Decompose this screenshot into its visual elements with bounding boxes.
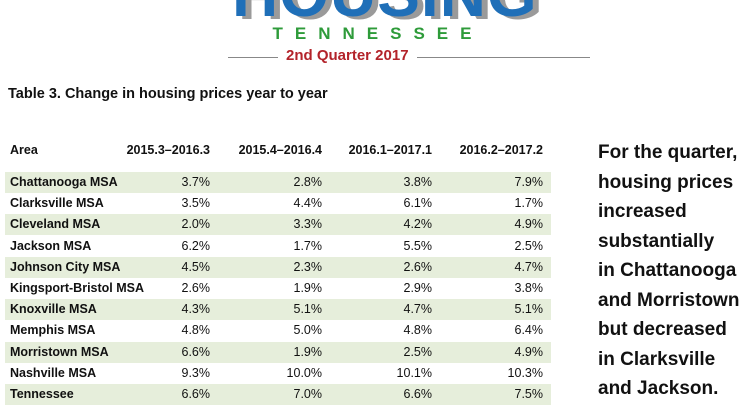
cell-value: 6.2% <box>181 238 211 253</box>
cell-value: 7.5% <box>514 387 544 401</box>
cell-value: 4.9% <box>514 217 544 232</box>
cell-value: 2.5% <box>403 344 433 359</box>
cell-value: 10.3% <box>507 365 543 380</box>
row-label: Morristown MSA <box>10 344 109 359</box>
table-title: Table 3. Change in housing prices year t… <box>8 86 328 102</box>
row-band <box>5 256 551 278</box>
row-label: Chattanooga MSA <box>10 175 118 189</box>
logo: HOUSING <box>232 0 538 26</box>
row-label: Knoxville MSA <box>10 302 97 317</box>
row-label: Kingsport-Bristol MSA <box>10 281 145 295</box>
row-band <box>5 341 551 363</box>
row-label: Nashville MSA <box>10 365 97 380</box>
cell-value: 2.6% <box>181 281 211 295</box>
sidebar-line: substantially <box>598 230 715 252</box>
cell-value: 9.3% <box>181 365 211 380</box>
cell-value: 7.9% <box>514 175 544 189</box>
cell-value: 1.7% <box>514 196 544 211</box>
cell-value: 4.3% <box>181 302 211 317</box>
cell-value: 4.8% <box>181 323 211 338</box>
cell-value: 2.6% <box>403 259 433 274</box>
cell-value: 4.9% <box>514 344 544 359</box>
cell-value: 1.9% <box>293 281 323 295</box>
row-label: Jackson MSA <box>10 238 92 253</box>
period: 2nd Quarter 2017 <box>278 47 417 64</box>
cell-value: 1.9% <box>293 344 323 359</box>
column-header: 2015.4–2016.4 <box>238 143 322 157</box>
cell-value: 2.8% <box>293 175 323 189</box>
cell-value: 2.3% <box>293 259 323 274</box>
cell-value: 1.7% <box>293 238 323 253</box>
cell-value: 4.4% <box>293 196 323 211</box>
cell-value: 3.7% <box>181 175 211 189</box>
row-label: Memphis MSA <box>10 323 96 338</box>
cell-value: 3.5% <box>181 196 211 211</box>
row-band <box>5 214 551 236</box>
row-label: Clarksville MSA <box>10 196 104 211</box>
column-header: 2016.1–2017.1 <box>348 143 432 157</box>
row-label: Johnson City MSA <box>10 259 121 274</box>
row-band <box>5 299 551 321</box>
cell-value: 3.3% <box>293 217 323 232</box>
cell-value: 10.0% <box>286 365 322 380</box>
cell-value: 10.1% <box>396 365 432 380</box>
sidebar-line: but decreased <box>598 319 727 340</box>
cell-value: 2.5% <box>514 238 544 253</box>
sidebar-line: increased <box>598 201 687 222</box>
cell-value: 4.8% <box>403 323 433 338</box>
cell-value: 4.7% <box>514 259 544 274</box>
cell-value: 4.2% <box>403 217 433 232</box>
sidebar-line: in Clarksville <box>598 348 716 370</box>
row-band <box>5 172 551 193</box>
sidebar-line: and Morristown <box>598 289 740 311</box>
cell-value: 6.4% <box>514 323 544 338</box>
column-header: 2016.2–2017.2 <box>459 143 543 157</box>
cell-value: 4.7% <box>403 302 433 317</box>
cell-value: 6.6% <box>181 387 211 401</box>
cell-value: 6.6% <box>403 387 433 401</box>
cell-value: 4.5% <box>181 259 211 274</box>
sidebar-line: For the quarter, <box>598 142 738 163</box>
row-label: Cleveland MSA <box>10 217 101 232</box>
row-label: Tennessee <box>10 387 74 401</box>
cell-value: 5.1% <box>514 302 544 317</box>
sidebar-line: in Chattanooga <box>598 260 737 281</box>
column-header: Area <box>10 143 38 157</box>
sidebar-line: and Jackson. <box>598 378 719 399</box>
cell-value: 5.1% <box>293 302 323 317</box>
cell-value: 2.0% <box>181 217 211 232</box>
cell-value: 5.5% <box>403 238 433 253</box>
cell-value: 6.6% <box>181 344 211 359</box>
cell-value: 7.0% <box>293 387 323 401</box>
cell-value: 6.1% <box>403 196 433 211</box>
sidebar-line: housing prices <box>598 171 734 193</box>
column-header: 2015.3–2016.3 <box>126 143 210 157</box>
cell-value: 3.8% <box>514 281 544 295</box>
cell-value: 5.0% <box>293 323 323 338</box>
cell-value: 3.8% <box>403 175 433 189</box>
state-name: TENNESSEE <box>272 24 484 43</box>
cell-value: 2.9% <box>403 281 433 295</box>
